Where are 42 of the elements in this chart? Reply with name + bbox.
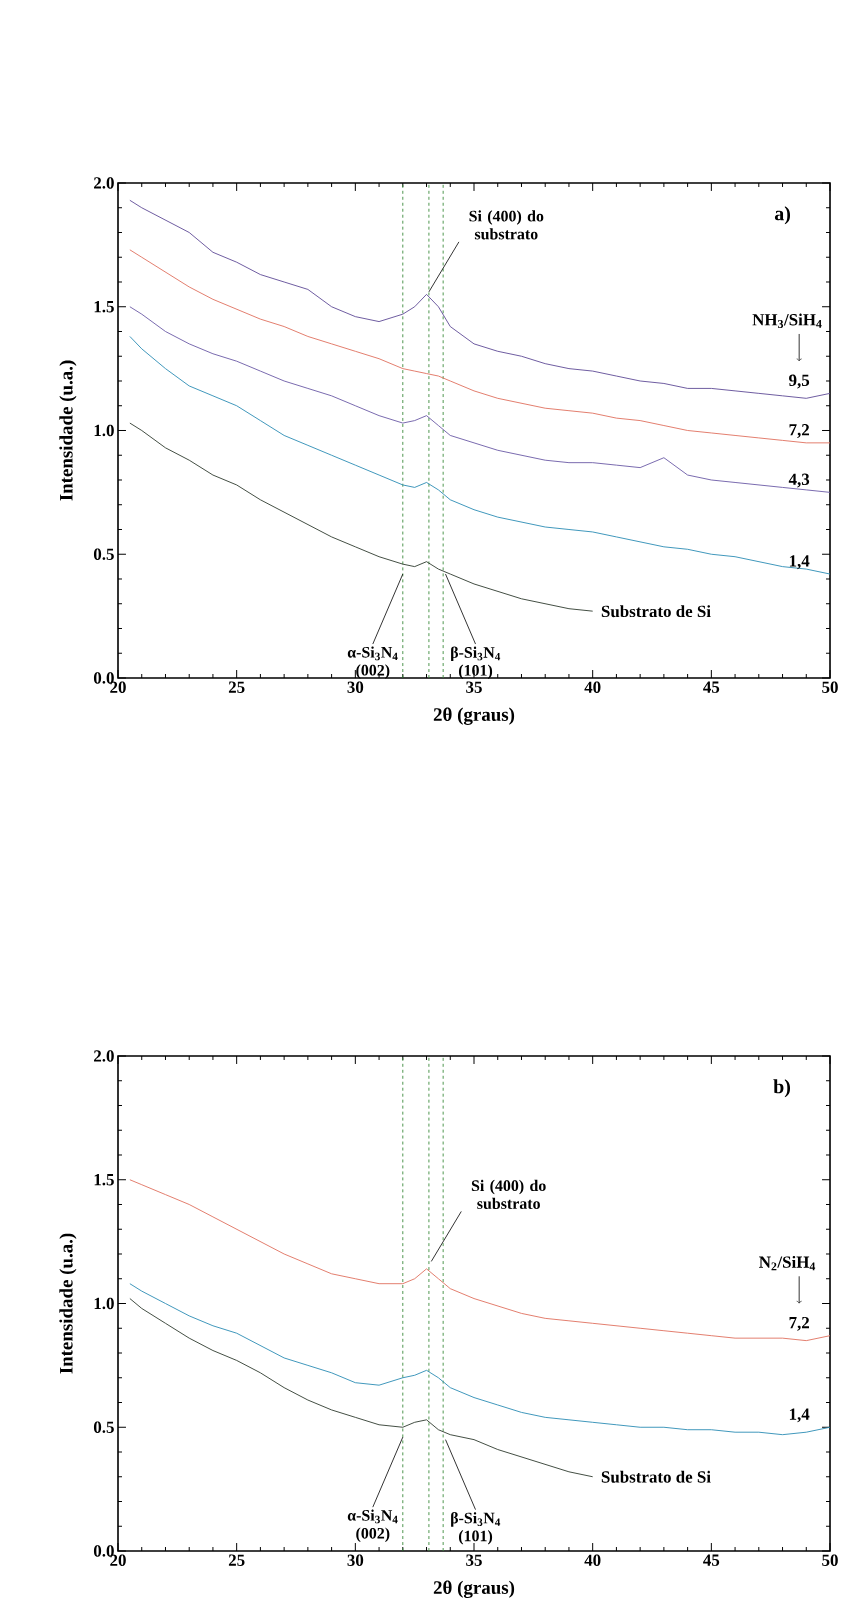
x-axis-title: 2θ (graus): [433, 1580, 515, 1598]
x-tick-label: 45: [703, 681, 720, 693]
x-tick-label: 30: [347, 681, 364, 693]
x-axis-title: 2θ (graus): [433, 707, 515, 725]
annotation: α-Si$_{3}$N$_{4}$ (002): [347, 646, 398, 679]
series-label: Substrato de Si: [601, 1470, 711, 1483]
annotation: β-Si$_{3}$N$_{4}$ (101): [451, 1512, 501, 1545]
y-tick-label: 0.5: [93, 548, 114, 560]
series-label: 9,5: [789, 374, 810, 389]
text: a): [774, 206, 791, 225]
y-tick-label: 1.5: [94, 1174, 114, 1186]
x-tick-label: 45: [703, 1554, 720, 1566]
y-axis-title: Intensidade (u.a.): [59, 1233, 77, 1374]
annotation: Si (400) do substrato: [471, 1179, 546, 1210]
annotation: β-Si$_{3}$N$_{4}$ (101): [451, 646, 501, 679]
x-tick-label: 25: [228, 1554, 245, 1566]
series-label: 7,2: [789, 424, 810, 438]
x-tick-label: 40: [584, 681, 601, 693]
y-tick-label: 2.0: [94, 177, 114, 189]
series-label: 1,4: [789, 1408, 810, 1423]
annotation: α-Si$_{3}$N$_{4}$ (002): [347, 1509, 398, 1542]
x-tick-label: 40: [584, 1554, 601, 1566]
annotation: Si (400) do substrato: [469, 210, 544, 240]
legend-title: N$_{2}$/SiH$_{4}$: [759, 1255, 816, 1271]
x-tick-label: 50: [822, 1554, 838, 1566]
y-tick-label: 1.0: [94, 424, 114, 437]
y-tick-label: 2.0: [94, 1050, 114, 1062]
x-tick-label: 35: [466, 681, 482, 693]
series-label: 4,3: [788, 473, 810, 488]
legend-title: NH$_{3}$/SiH$_{4}$: [752, 313, 822, 328]
y-tick-label: 1.5: [94, 301, 114, 313]
series-label: Substrato de Si: [601, 605, 711, 618]
x-tick-label: 25: [228, 681, 245, 693]
series-label: 1,4: [789, 555, 810, 570]
x-tick-label: 30: [347, 1554, 364, 1566]
x-tick-label: 50: [822, 681, 838, 693]
text: b): [773, 1079, 791, 1098]
y-axis-title: Intensidade (u.a.): [59, 360, 77, 501]
y-tick-label: 0.5: [93, 1421, 114, 1433]
y-tick-label: 1.0: [94, 1297, 114, 1310]
x-tick-label: 35: [466, 1554, 482, 1566]
series-label: 7,2: [789, 1316, 810, 1331]
